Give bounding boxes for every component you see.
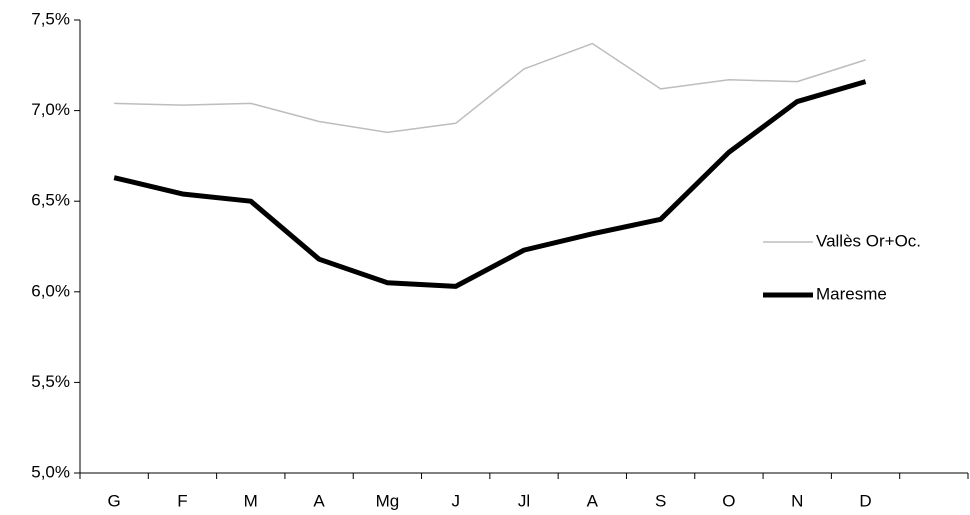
x-tick-label: A	[587, 491, 599, 510]
line	[114, 42, 866, 134]
x-tick-label: A	[313, 491, 325, 510]
y-tick-label: 5,5%	[31, 372, 70, 391]
legend-label: Maresme	[816, 284, 887, 303]
x-tick-label: S	[655, 491, 666, 510]
y-tick-label: 6,5%	[31, 191, 70, 210]
y-tick-label: 6,0%	[31, 281, 70, 300]
x-tick-label: N	[791, 491, 803, 510]
y-tick-label: 7,0%	[31, 100, 70, 119]
x-tick-label: F	[177, 491, 187, 510]
line	[113, 79, 867, 289]
x-tick-label: O	[722, 491, 735, 510]
x-tick-label: Mg	[376, 491, 400, 510]
legend-label: Vallès Or+Oc.	[816, 231, 921, 250]
x-tick-label: Jl	[518, 491, 530, 510]
y-tick-label: 5,0%	[31, 462, 70, 481]
x-tick-label: G	[108, 491, 121, 510]
x-tick-label: J	[451, 491, 460, 510]
x-tick-label: D	[859, 491, 871, 510]
y-tick-label: 7,5%	[31, 9, 70, 28]
x-tick-label: M	[244, 491, 258, 510]
